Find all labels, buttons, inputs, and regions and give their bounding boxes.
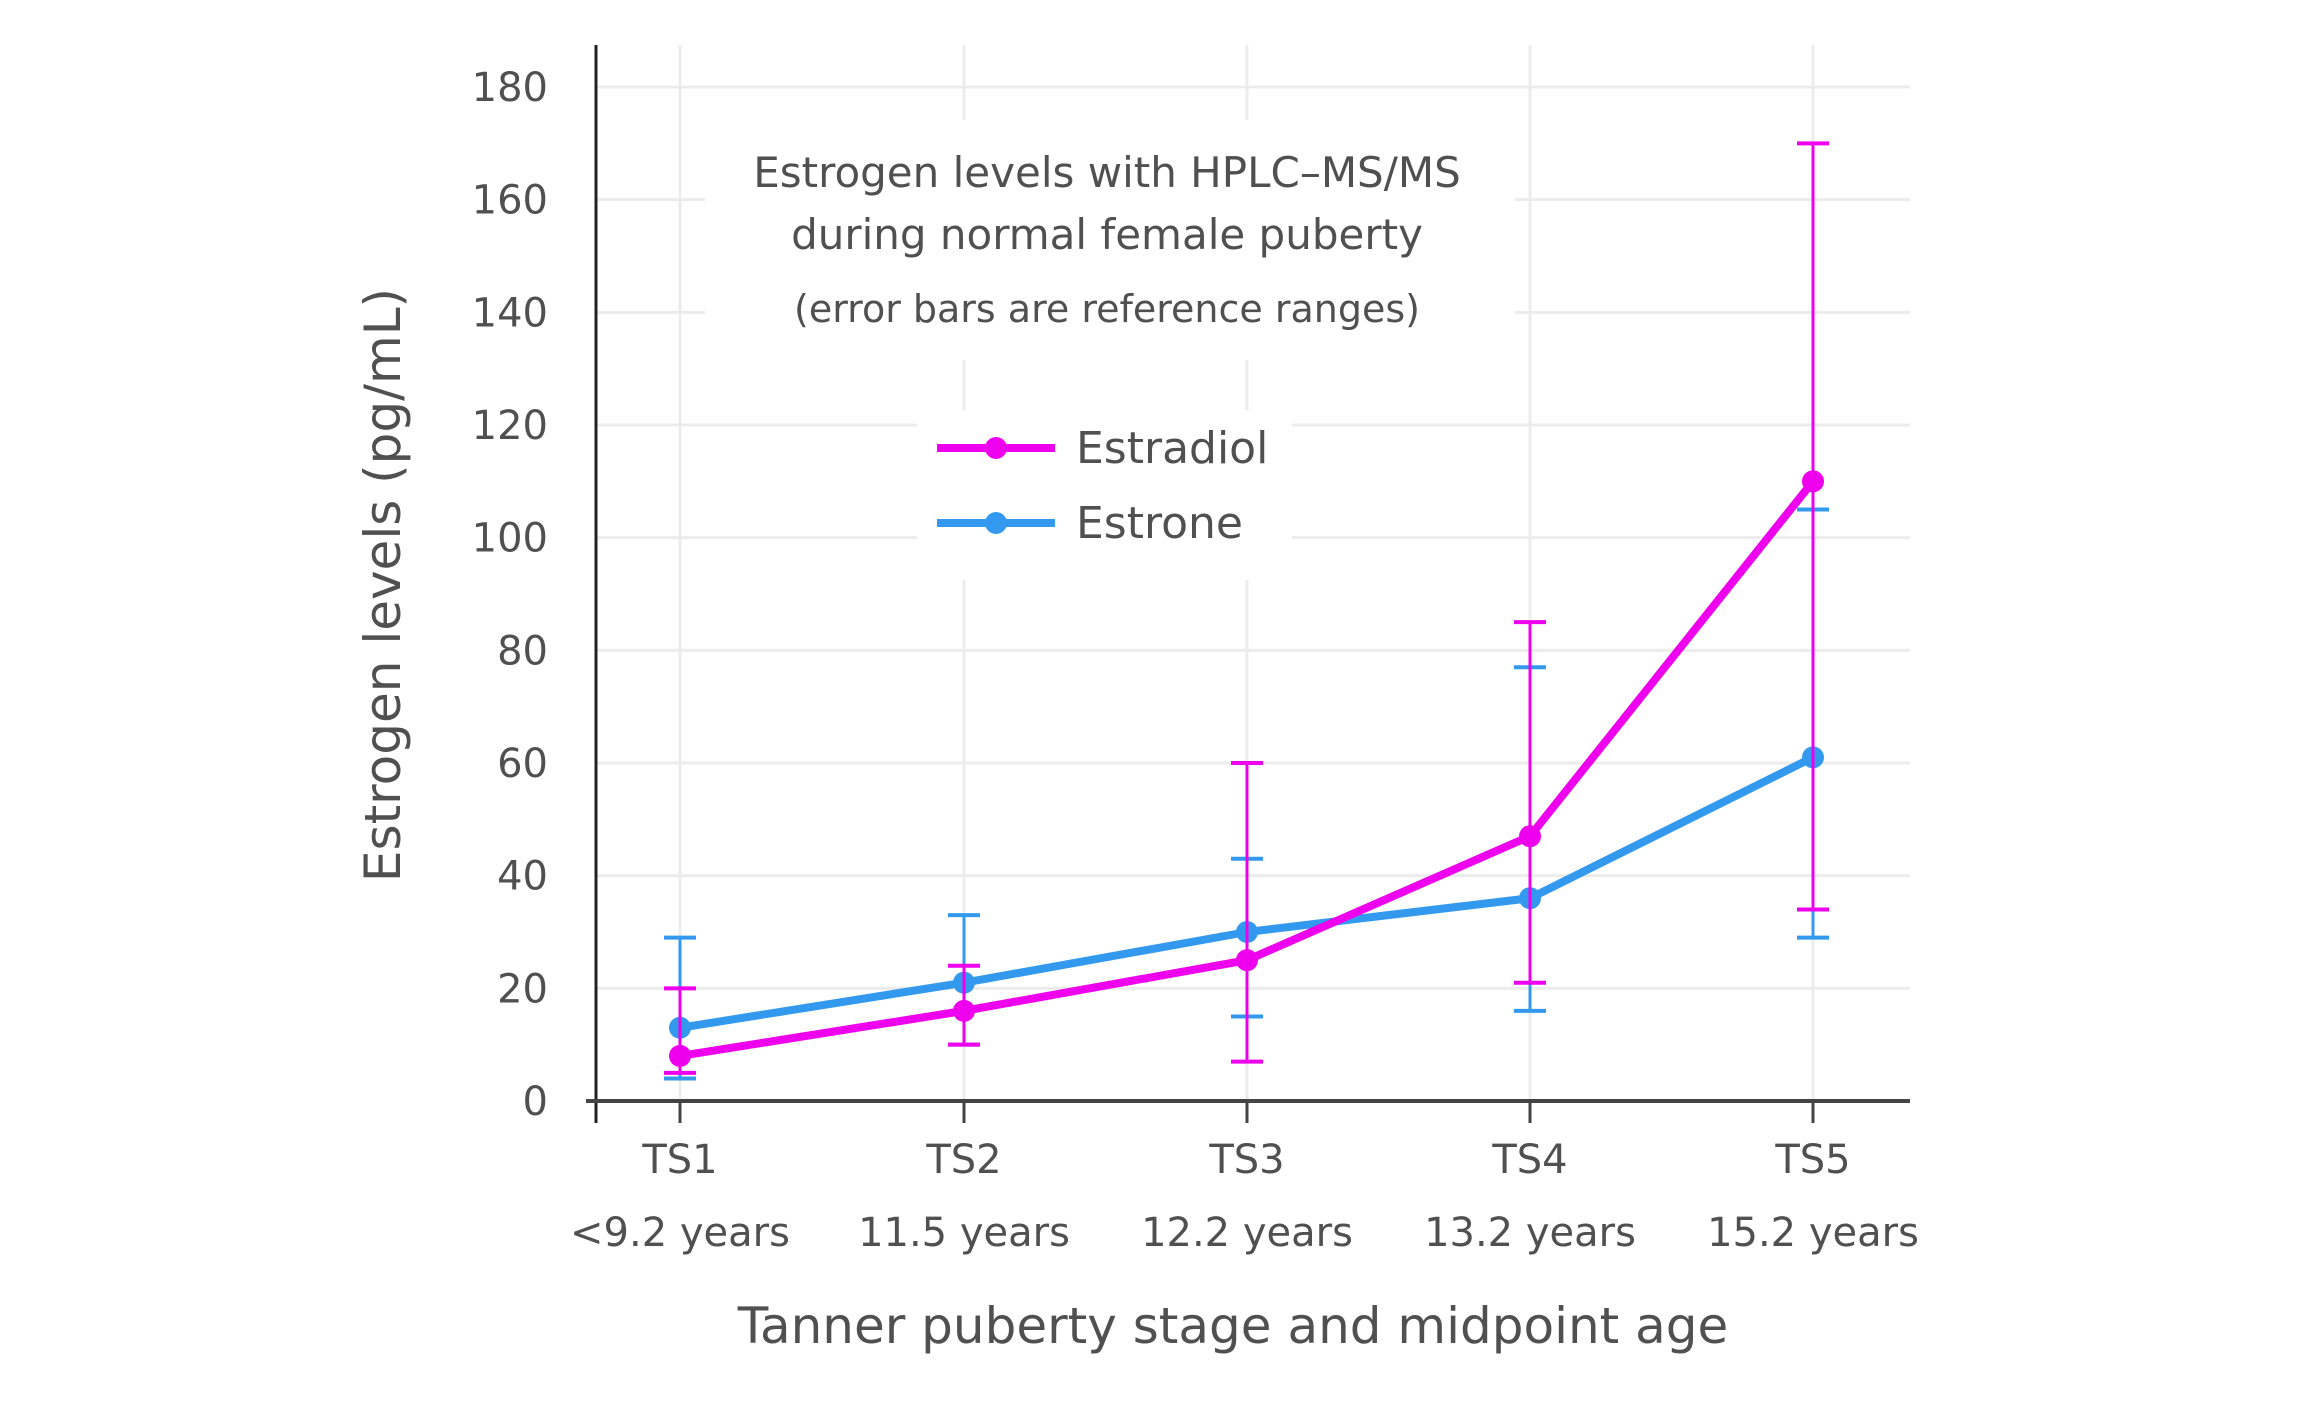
y-tick-label: 0	[523, 1079, 548, 1125]
chart-subtitle: (error bars are reference ranges)	[794, 287, 1420, 331]
x-tick-label: TS4	[1491, 1137, 1567, 1183]
chart-title-line-1: Estrogen levels with HPLC–MS/MS	[753, 148, 1461, 197]
x-tick-label: TS2	[925, 1137, 1001, 1183]
series	[664, 141, 1829, 1081]
y-tick-label: 140	[472, 290, 548, 336]
data-point	[1519, 825, 1541, 848]
y-tick-label: 160	[472, 178, 548, 224]
y-tick-labels: 0 20 40 60 80 100 120 140 160 180	[472, 65, 548, 1125]
y-axis-title: Estrogen levels (pg/mL)	[354, 288, 412, 882]
x-tick-label: TS5	[1774, 1137, 1850, 1183]
x-tick-label: TS3	[1208, 1137, 1284, 1183]
y-tick-label: 100	[472, 516, 548, 562]
legend-label-estrone: Estrone	[1076, 498, 1243, 549]
x-tick-sublabel: 12.2 years	[1141, 1210, 1353, 1256]
y-tick-label: 80	[497, 628, 548, 674]
legend-label-estradiol: Estradiol	[1076, 423, 1268, 474]
legend: Estradiol Estrone	[937, 423, 1268, 549]
x-tick-sublabel: 11.5 years	[858, 1210, 1070, 1256]
title-background	[705, 120, 1515, 360]
data-point	[1236, 949, 1258, 972]
y-tick-label: 60	[497, 741, 548, 787]
chart-title-line-2: during normal female puberty	[791, 210, 1423, 259]
legend-item-estradiol[interactable]: Estradiol	[937, 423, 1268, 474]
x-axis-title: Tanner puberty stage and midpoint age	[737, 1297, 1729, 1355]
x-tick-label: TS1	[641, 1137, 717, 1183]
y-tick-label: 40	[497, 854, 548, 900]
data-point	[669, 1044, 691, 1067]
data-point	[1802, 470, 1824, 493]
x-tick-sublabel: 15.2 years	[1707, 1210, 1919, 1256]
y-tick-label: 20	[497, 966, 548, 1012]
legend-background	[917, 410, 1292, 580]
legend-marker-estrone	[985, 512, 1007, 534]
series-estradiol	[664, 141, 1829, 1075]
y-tick-label: 180	[472, 65, 548, 111]
x-tick-labels: TS1 <9.2 years TS2 11.5 years TS3 12.2 years T…	[570, 1137, 1919, 1256]
y-tick-label: 120	[472, 403, 548, 449]
x-tick-sublabel: <9.2 years	[570, 1210, 790, 1256]
x-tick-sublabel: 13.2 years	[1424, 1210, 1636, 1256]
data-point	[953, 999, 975, 1022]
legend-item-estrone[interactable]: Estrone	[937, 498, 1243, 549]
axes	[586, 45, 1910, 1123]
legend-marker-estradiol	[985, 437, 1007, 459]
